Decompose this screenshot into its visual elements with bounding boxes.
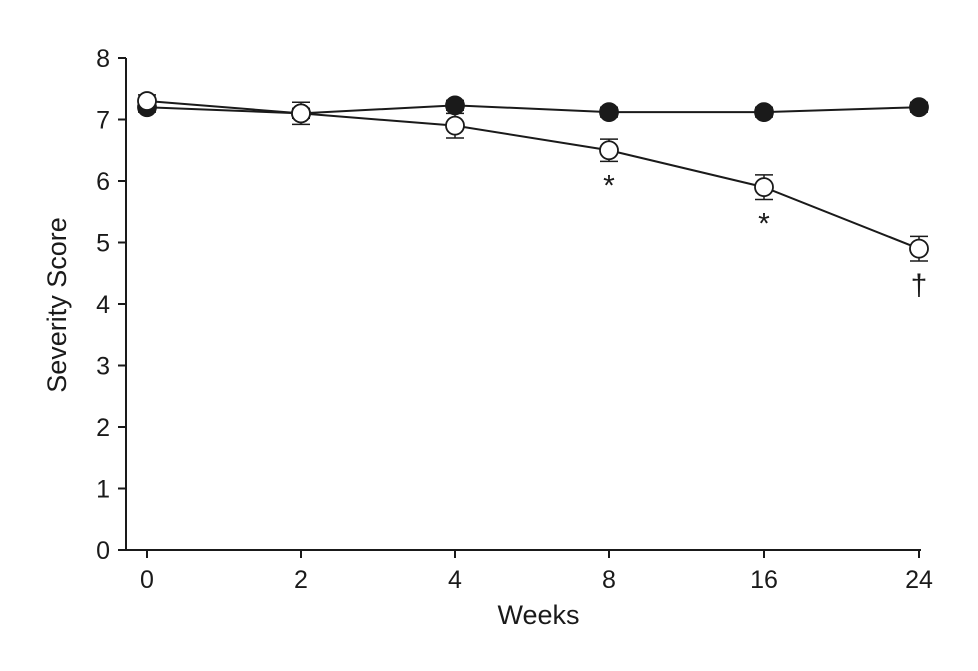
significance-marker: * <box>603 169 615 202</box>
y-tick-label: 5 <box>96 230 110 258</box>
markers <box>137 91 929 259</box>
data-point-filled <box>599 102 619 123</box>
series-lines <box>146 100 920 250</box>
x-tick-label: 24 <box>905 566 933 594</box>
series-line-2 <box>146 100 920 250</box>
y-tick-label: 2 <box>96 414 110 442</box>
y-tick-label: 8 <box>96 45 110 73</box>
x-tick-label: 4 <box>448 566 462 594</box>
x-tick-label: 8 <box>602 566 616 594</box>
data-point-open <box>909 238 929 259</box>
data-point-open <box>137 91 157 111</box>
significance-marker: * <box>758 207 770 240</box>
series-line-1 <box>146 104 920 115</box>
data-point-filled <box>909 97 929 118</box>
y-tick-label: 1 <box>96 476 110 504</box>
data-point-open <box>754 177 774 198</box>
y-tick-label: 7 <box>96 107 110 135</box>
y-ticks: 0 1 2 3 4 5 6 7 8 <box>96 45 126 565</box>
significance-marker: † <box>911 269 928 302</box>
x-axis-title: Weeks <box>497 600 579 630</box>
series-layer <box>137 91 929 262</box>
y-axis-title: Severity Score <box>42 217 72 393</box>
data-point-filled <box>445 95 465 116</box>
data-point-open <box>599 140 619 161</box>
y-tick-label: 6 <box>96 168 110 196</box>
data-point-filled <box>754 102 774 123</box>
x-tick-label: 16 <box>750 566 778 594</box>
y-tick-label: 4 <box>96 291 110 319</box>
data-point-open <box>445 115 465 136</box>
x-tick-label: 2 <box>294 566 308 594</box>
data-point-open <box>291 103 311 124</box>
y-tick-label: 3 <box>96 353 110 381</box>
x-ticks: 0 2 4 8 16 24 <box>140 550 933 594</box>
error-bars <box>138 94 928 262</box>
x-tick-label: 0 <box>140 566 154 594</box>
axes <box>125 58 921 551</box>
y-tick-label: 0 <box>96 537 110 565</box>
annotation-layer: * * † <box>603 169 927 302</box>
